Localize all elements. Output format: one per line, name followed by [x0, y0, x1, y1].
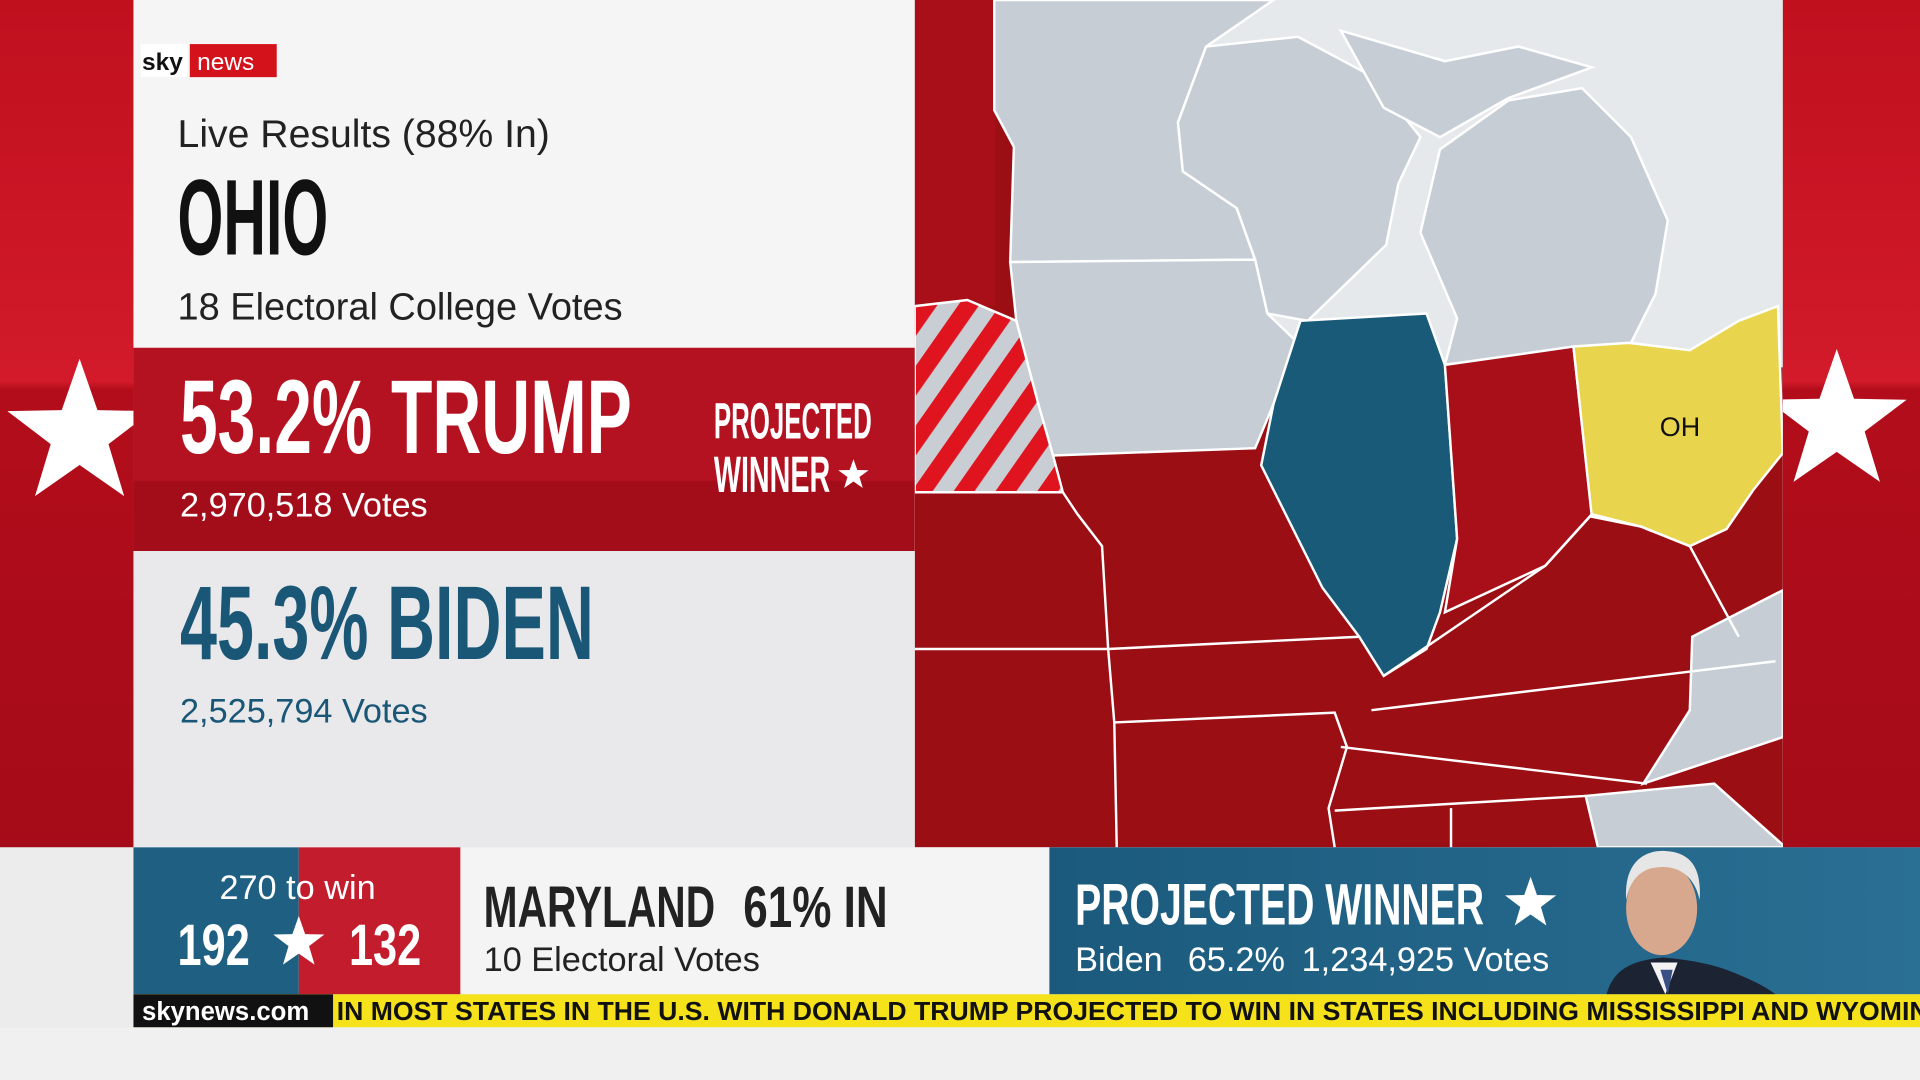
winner-votes: 1,234,925 Votes — [1302, 941, 1550, 979]
footer-bg — [0, 1027, 1920, 1080]
logo-bg — [140, 44, 188, 78]
subtitle: Live Results (88% In) — [178, 113, 550, 156]
state — [914, 298, 1065, 494]
logo-brand: sky — [142, 49, 183, 76]
score-right-value: 132 — [349, 913, 421, 978]
winner-heading: PROJECTED WINNER — [1075, 872, 1484, 937]
ticker-site-bg — [133, 994, 334, 1028]
state — [1338, 28, 1596, 139]
ticker-bg — [133, 994, 1920, 1028]
leader-band — [133, 347, 915, 552]
border — [914, 635, 1360, 651]
update-panel — [460, 847, 1050, 995]
candidate-result: 45.3% BIDEN — [180, 565, 594, 682]
candidate-votes: 2,525,794 Votes — [180, 692, 428, 730]
state — [1419, 86, 1670, 367]
winner-share: 65.2% — [1188, 941, 1285, 979]
candidate-result: 53.2% TRUMP — [180, 359, 632, 476]
border — [1061, 491, 1118, 848]
winner-panel — [1049, 847, 1920, 995]
runner-up-panel — [133, 551, 915, 848]
photo-hair — [1625, 850, 1700, 900]
projected-label: WINNER — [714, 445, 830, 503]
border — [1382, 512, 1740, 677]
state — [1584, 782, 1783, 848]
star-icon — [7, 358, 152, 497]
star-icon — [1505, 876, 1557, 926]
update-state: MARYLAND — [484, 875, 715, 940]
update-reporting: 61% IN — [743, 875, 887, 940]
score-target: 270 to win — [219, 869, 375, 907]
map: OH — [914, 0, 1783, 848]
candidate-photo — [1606, 850, 1776, 995]
electoral-votes: 18 Electoral College Votes — [178, 287, 623, 329]
border — [1371, 660, 1776, 712]
star-icon — [1766, 348, 1907, 482]
ticker-text: IN MOST STATES IN THE U.S. WITH DONALD T… — [337, 998, 1920, 1026]
state — [1640, 588, 1783, 786]
state — [914, 0, 996, 307]
star-icon — [838, 459, 869, 488]
photo-suit — [1606, 957, 1776, 995]
score-right — [298, 847, 461, 995]
winner-name: Biden — [1075, 941, 1163, 979]
photo-face — [1626, 862, 1698, 956]
update-electoral-votes: 10 Electoral Votes — [484, 941, 760, 979]
score-left — [133, 847, 299, 995]
projected-label: PROJECTED — [714, 391, 872, 449]
state-label: OH — [1660, 412, 1700, 442]
score-left-value: 192 — [178, 913, 250, 978]
logo-box — [189, 44, 277, 78]
state — [1008, 258, 1302, 457]
candidate-votes: 2,970,518 Votes — [180, 487, 428, 525]
state-name: OHIO — [178, 157, 329, 278]
border — [1334, 794, 1586, 812]
photo-tie — [1660, 969, 1673, 995]
star-icon — [273, 915, 325, 965]
border — [1340, 745, 1648, 785]
logo-product: news — [197, 49, 254, 76]
ticker-site: skynews.com — [142, 998, 309, 1026]
